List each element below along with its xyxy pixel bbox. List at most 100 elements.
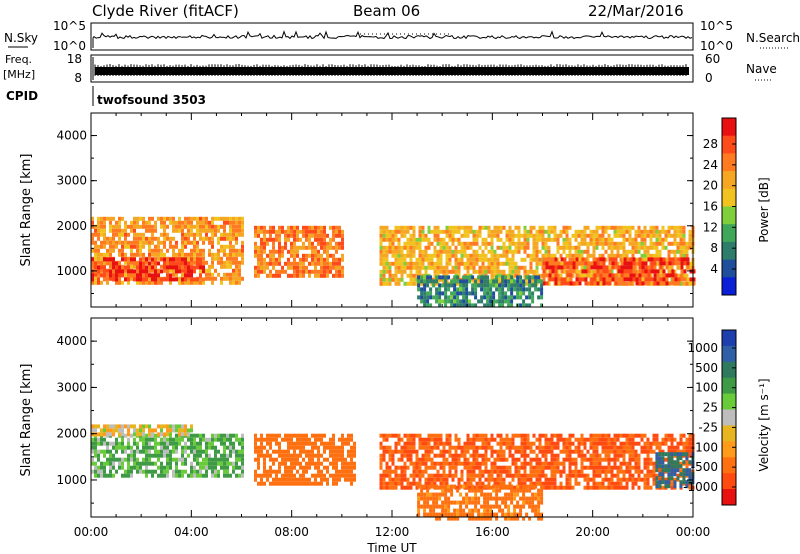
heatmap-cell [593,281,597,286]
heatmap-cell [211,236,214,241]
heatmap-cell [317,233,320,238]
heatmap-cell [121,265,124,270]
heatmap-cell [652,461,656,466]
heatmap-cell [505,457,509,462]
heatmap-cell [634,453,638,458]
heatmap-cell [115,244,118,249]
heatmap-cell [568,433,572,438]
heatmap-cell [599,277,603,282]
heatmap-cell [619,241,623,246]
heatmap-cell [435,516,439,521]
heatmap-cell [547,245,551,250]
heatmap-cell [548,277,552,282]
heatmap-cell [163,216,166,221]
heatmap-cell [302,225,305,230]
heatmap-cell [190,424,193,429]
heatmap-cell [263,445,266,450]
heatmap-cell [537,275,541,280]
heatmap-cell [103,269,106,274]
heatmap-cell [493,233,497,238]
heatmap-cell [620,281,624,286]
heatmap-cell [478,225,482,230]
heatmap-cell [436,249,440,254]
heatmap-cell [516,295,520,300]
heatmap-cell [154,265,157,270]
heatmap-cell [498,291,502,296]
heatmap-cell [523,449,527,454]
heatmap-cell [685,249,689,254]
heatmap-cell [634,233,638,238]
heatmap-cell [435,275,439,280]
heatmap-cell [442,245,446,250]
heatmap-cell [196,252,199,257]
heatmap-cell [523,233,527,238]
heatmap-cell [391,233,395,238]
noise-right-label: N.Search [746,31,800,45]
heatmap-cell [454,437,458,442]
heatmap-cell [679,233,683,238]
heatmap-cell [403,245,407,250]
heatmap-cell [211,224,214,229]
heatmap-cell [175,272,178,277]
heatmap-cell [637,465,641,470]
heatmap-cell [445,461,449,466]
heatmap-cell [385,277,389,282]
heatmap-cell [673,249,677,254]
heatmap-cell [317,229,320,234]
heatmap-cell [472,469,476,474]
heatmap-cell [448,229,452,234]
heatmap-cell [397,465,401,470]
heatmap-cell [537,295,541,300]
heatmap-cell [448,245,452,250]
heatmap-cell [490,237,494,242]
heatmap-cell [583,265,587,270]
heatmap-cell [613,253,617,258]
heatmap-cell [181,220,184,225]
heatmap-cell [293,257,296,262]
heatmap-cell [432,484,436,489]
heatmap-cell [202,269,205,274]
heatmap-cell [613,245,617,250]
heatmap-cell [433,477,437,482]
heatmap-cell [284,449,287,454]
heatmap-cell [474,287,478,292]
heatmap-cell [550,453,554,458]
heatmap-cell [136,457,139,462]
heatmap-cell [293,445,296,450]
heatmap-cell [238,268,241,273]
heatmap-cell [568,257,572,262]
heatmap-cell [429,496,433,501]
heatmap-cell [495,287,499,292]
heatmap-cell [677,277,681,282]
heatmap-cell [427,445,431,450]
heatmap-cell [388,277,392,282]
heatmap-cell [145,265,148,270]
heatmap-cell [424,449,428,454]
heatmap-cell [296,249,299,254]
heatmap-cell [223,445,226,450]
heatmap-cell [519,279,523,284]
heatmap-cell [229,272,232,277]
heatmap-cell [487,473,491,478]
heatmap-cell [350,461,353,466]
heatmap-cell [139,265,142,270]
heatmap-cell [584,261,588,266]
heatmap-cell [520,465,524,470]
heatmap-cell [311,225,314,230]
heatmap-cell [531,299,535,304]
heatmap-cell [631,225,635,230]
heatmap-cell [496,225,500,230]
heatmap-cell [650,261,654,266]
heatmap-cell [308,441,311,446]
heatmap-cell [685,437,689,442]
heatmap-cell [421,249,425,254]
heatmap-cell [635,273,639,278]
heatmap-cell [97,272,100,277]
heatmap-cell [235,224,238,229]
heatmap-cell [91,220,94,225]
heatmap-cell [469,485,473,490]
heatmap-cell [305,265,308,270]
heatmap-cell [97,260,100,265]
heatmap-cell [293,269,296,274]
heatmap-cell [453,512,457,517]
